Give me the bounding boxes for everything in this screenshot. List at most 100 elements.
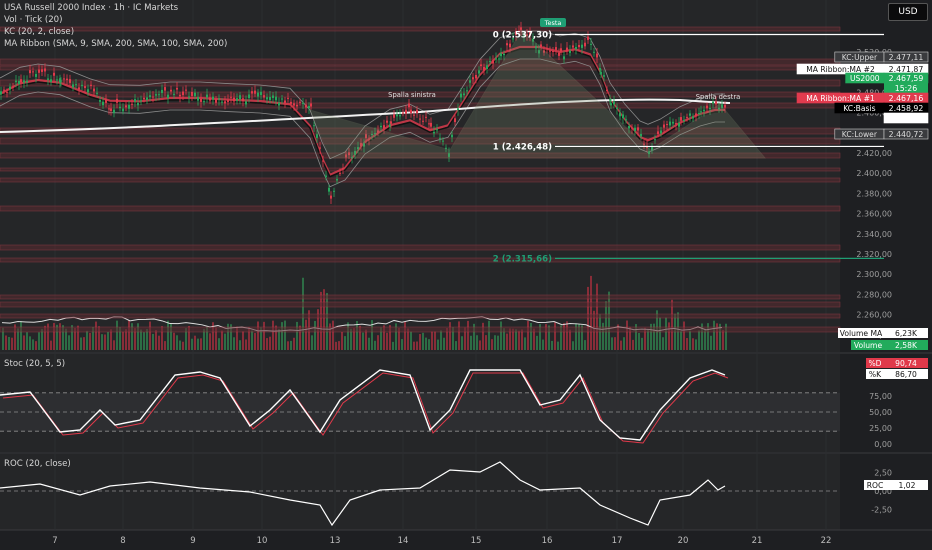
candle-body — [383, 125, 385, 129]
volume-bar — [86, 330, 88, 350]
volume-value: 2,58K — [895, 341, 918, 350]
candle-body — [63, 78, 65, 80]
candle-body — [600, 71, 602, 75]
volume-bar — [152, 333, 154, 350]
price-tag-value: 2.467,59 — [889, 74, 924, 83]
candle-body — [469, 80, 471, 83]
candle-body — [284, 100, 286, 103]
candle-body — [143, 97, 145, 100]
candle-body — [463, 93, 465, 96]
candle-body — [377, 130, 379, 133]
candle-body — [99, 100, 101, 102]
price-tag-value: 2.440,72 — [889, 130, 924, 139]
resistance-zone — [0, 205, 841, 212]
candle-body — [575, 46, 577, 50]
volume-bar — [314, 320, 316, 350]
time-tick-label: 13 — [330, 536, 341, 546]
candle-body — [78, 87, 80, 90]
volume-bar — [497, 335, 499, 350]
time-tick-label: 22 — [821, 536, 832, 546]
price-tag-label: KC:Lower — [842, 130, 878, 139]
volume-bar — [107, 331, 109, 350]
price-tick-label: 2.360,00 — [856, 210, 892, 219]
volume-bar — [476, 335, 478, 350]
volume-bar — [281, 322, 283, 350]
candle-body — [149, 95, 151, 98]
volume-bar — [158, 335, 160, 350]
candle-body — [185, 89, 187, 91]
time-tick-label: 15 — [471, 536, 482, 546]
candle-body — [87, 89, 89, 93]
volume-bar — [407, 328, 409, 350]
candle-body — [439, 137, 441, 139]
candle-body — [194, 92, 196, 97]
candle-body — [342, 168, 344, 170]
volume-bar — [227, 323, 229, 350]
candle-body — [53, 72, 55, 76]
volume-bar — [293, 337, 295, 350]
volume-bar — [50, 340, 52, 350]
candle-body — [700, 111, 702, 113]
volume-bar — [716, 323, 718, 350]
volume-bar — [704, 328, 706, 350]
volume-bar — [353, 328, 355, 350]
volume-bar — [491, 339, 493, 350]
volume-bar — [347, 322, 349, 350]
candle-body — [460, 93, 462, 98]
price-tag-value: 2.471,87 — [889, 65, 924, 74]
candle-body — [275, 96, 277, 101]
volume-bar — [134, 328, 136, 350]
roc-tick-label: -2,50 — [871, 505, 892, 514]
volume-bar — [26, 332, 28, 350]
candle-body — [495, 58, 497, 60]
candle-body — [593, 51, 595, 53]
candle-body — [634, 127, 636, 132]
fib-level-label: 0 (2.537,30) — [493, 31, 552, 41]
candle-body — [663, 124, 665, 128]
candle-body — [188, 96, 190, 98]
volume-bar — [59, 323, 61, 350]
volume-bar — [197, 338, 199, 350]
volume-bar — [668, 322, 670, 350]
volume-bar — [638, 332, 640, 350]
candle-body — [526, 34, 528, 36]
candle-body — [374, 133, 376, 135]
volume-bar — [443, 337, 445, 350]
volume-bar — [20, 321, 22, 350]
candle-body — [643, 143, 645, 145]
candle-body — [212, 96, 214, 100]
volume-bar — [605, 301, 607, 350]
resistance-zone — [0, 137, 841, 145]
price-tag-value: 2.455,81 — [889, 114, 924, 123]
price-tag-value-bg — [883, 128, 929, 140]
volume-bar — [455, 341, 457, 350]
candle-body — [113, 109, 115, 113]
volume-value-bg — [885, 340, 928, 350]
volume-bar — [167, 320, 169, 350]
volume-ma-value: 6,23K — [895, 329, 918, 338]
candle-body — [221, 101, 223, 103]
candle-body — [333, 190, 335, 192]
price-tick-label: 2.300,00 — [856, 270, 892, 279]
volume-bar — [464, 327, 466, 350]
volume-bar — [395, 323, 397, 350]
volume-bar — [62, 325, 64, 350]
volume-bar — [419, 334, 421, 350]
currency-button[interactable]: USD — [888, 3, 928, 21]
volume-bar — [428, 339, 430, 350]
price-tick-label: 2.320,00 — [856, 250, 892, 259]
candle-body — [709, 107, 711, 110]
volume-bar — [683, 321, 685, 350]
candle-body — [480, 64, 482, 67]
stoch-tick-label: 75,00 — [869, 392, 892, 401]
candle-body — [260, 91, 262, 96]
volume-bar — [578, 324, 580, 350]
left-shoulder-label: Spalla sinistra — [388, 91, 436, 99]
candle-body — [419, 118, 421, 120]
volume-bar — [47, 323, 49, 350]
volume-bar — [590, 275, 592, 350]
volume-bar — [29, 336, 31, 350]
candle-body — [619, 113, 621, 117]
volume-bar — [53, 322, 55, 350]
